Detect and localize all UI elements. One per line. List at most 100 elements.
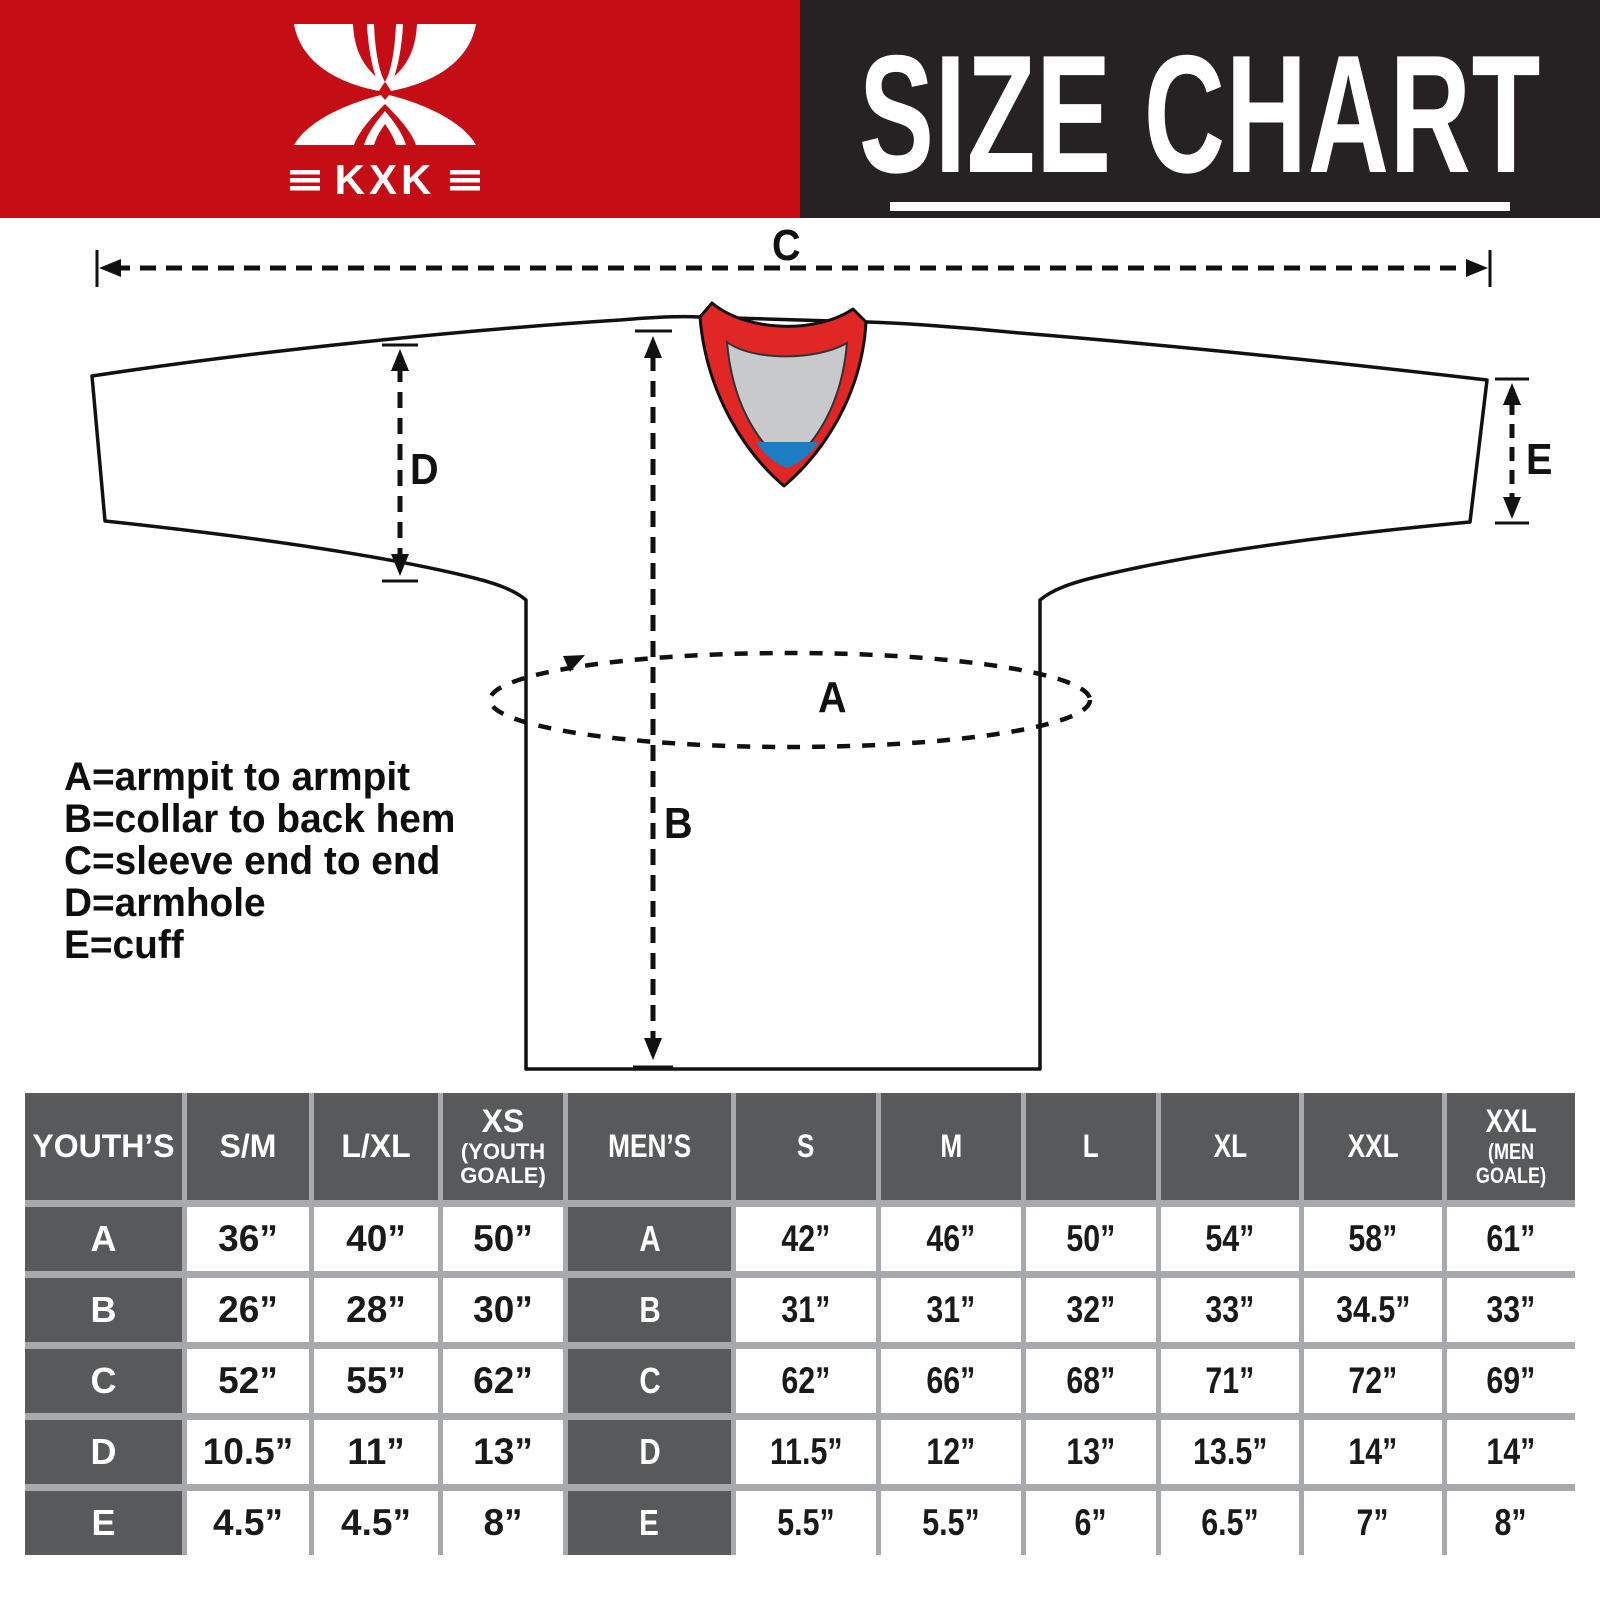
youth-row-label-a: A xyxy=(25,1207,182,1271)
legend-line-b: B=collar to back hem xyxy=(64,797,456,841)
youth-row-label-d: D xyxy=(25,1420,182,1484)
cell-text: 52” xyxy=(218,1360,278,1401)
cell-text: 28” xyxy=(346,1289,406,1330)
cell-text: 40” xyxy=(346,1218,406,1259)
cell-text: 31” xyxy=(781,1289,831,1330)
youth-row-label-b: B xyxy=(25,1278,182,1342)
cell-text: YOUTH’S xyxy=(32,1127,175,1164)
kxk-logo-icon: KXK xyxy=(290,24,480,203)
cell-text: 46” xyxy=(926,1218,976,1259)
youth-group-header: YOUTH’S xyxy=(25,1093,182,1200)
cell-text: 31” xyxy=(926,1289,976,1330)
marker-e: E xyxy=(1526,435,1553,484)
cell-text: E xyxy=(91,1502,116,1543)
cell-text: 7” xyxy=(1356,1502,1390,1543)
men-cell-a-0: 42” xyxy=(736,1207,876,1271)
cell-text: 13” xyxy=(1066,1431,1116,1472)
men-cell-a-1: 46” xyxy=(881,1207,1021,1271)
cell-text: 4.5” xyxy=(341,1502,411,1543)
cell-text: 5.5” xyxy=(922,1502,980,1543)
cell-text: M xyxy=(940,1127,962,1164)
measurement-legend: A=armpit to armpit B=collar to back hem … xyxy=(64,756,467,966)
cell-text: 14” xyxy=(1486,1431,1536,1472)
men-cell-b-1: 31” xyxy=(881,1278,1021,1342)
cell-text: 50” xyxy=(1066,1218,1116,1259)
jersey-outline xyxy=(90,314,1489,1071)
men-cell-d-1: 12” xyxy=(881,1420,1021,1484)
cell-text: 36” xyxy=(218,1218,278,1259)
youth-column-header-sm-0: S/M xyxy=(187,1093,309,1200)
men-cell-d-2: 13” xyxy=(1026,1420,1156,1484)
men-cell-c-0: 62” xyxy=(736,1349,876,1413)
cell-text: 34.5” xyxy=(1335,1289,1411,1330)
cell-text: 71” xyxy=(1205,1360,1255,1401)
men-cell-b-3: 33” xyxy=(1161,1278,1299,1342)
cell-text: D xyxy=(90,1431,117,1472)
cell-text: XS xyxy=(481,1103,525,1140)
youth-cell-d-2: 13” xyxy=(443,1420,563,1484)
title-panel: SIZE CHART xyxy=(800,0,1600,218)
men-column-header-xxl-5: XXL (MEN GOALE) xyxy=(1447,1093,1575,1200)
cell-text: C xyxy=(638,1360,661,1401)
cell-text: 72” xyxy=(1348,1360,1398,1401)
marker-b: B xyxy=(664,799,693,848)
youth-cell-a-1: 40” xyxy=(314,1207,438,1271)
men-column-header-xxl-4: XXL xyxy=(1304,1093,1442,1200)
men-row-label-d: D xyxy=(568,1420,731,1484)
men-cell-b-2: 32” xyxy=(1026,1278,1156,1342)
men-cell-e-4: 7” xyxy=(1304,1491,1442,1555)
jersey-diagram xyxy=(90,250,1529,1071)
cell-text: (YOUTH GOALE) xyxy=(460,1138,546,1188)
cell-text: XXL xyxy=(1347,1127,1399,1164)
youth-cell-e-1: 4.5” xyxy=(314,1491,438,1555)
cell-text: 11” xyxy=(347,1431,405,1472)
cell-text: 58” xyxy=(1348,1218,1398,1259)
men-row-label-b: B xyxy=(568,1278,731,1342)
men-cell-d-3: 13.5” xyxy=(1161,1420,1299,1484)
title-underline xyxy=(890,202,1510,211)
youth-cell-d-1: 11” xyxy=(314,1420,438,1484)
men-cell-d-0: 11.5” xyxy=(736,1420,876,1484)
cell-text: A xyxy=(90,1218,117,1259)
men-cell-c-1: 66” xyxy=(881,1349,1021,1413)
size-table: YOUTH’S S/M L/XL XS (YOUTH GOALE) MEN’S S M L XL X… xyxy=(25,1093,1575,1555)
cell-text: 10.5” xyxy=(202,1431,294,1472)
youth-cell-e-2: 8” xyxy=(443,1491,563,1555)
cell-text: A xyxy=(638,1218,661,1259)
cell-text: 30” xyxy=(473,1289,533,1330)
cell-text: 33” xyxy=(1486,1289,1536,1330)
measure-arrows xyxy=(95,250,1529,1069)
men-row-label-a: A xyxy=(568,1207,731,1271)
men-cell-c-2: 68” xyxy=(1026,1349,1156,1413)
men-cell-a-5: 61” xyxy=(1447,1207,1575,1271)
cell-text: 6” xyxy=(1074,1502,1108,1543)
youth-column-header-xs-2: XS (YOUTH GOALE) xyxy=(443,1093,563,1200)
cell-text: 12” xyxy=(926,1431,976,1472)
cell-text: 62” xyxy=(473,1360,533,1401)
youth-cell-b-0: 26” xyxy=(187,1278,309,1342)
men-cell-e-0: 5.5” xyxy=(736,1491,876,1555)
cell-text: L xyxy=(1082,1127,1100,1164)
men-column-header-l-2: L xyxy=(1026,1093,1156,1200)
men-row-label-c: C xyxy=(568,1349,731,1413)
men-column-header-m-1: M xyxy=(881,1093,1021,1200)
men-cell-e-2: 6” xyxy=(1026,1491,1156,1555)
brand-panel: KXK xyxy=(0,0,800,218)
cell-text: XL xyxy=(1213,1127,1247,1164)
men-cell-e-3: 6.5” xyxy=(1161,1491,1299,1555)
cell-text: S/M xyxy=(219,1127,277,1164)
men-cell-d-4: 14” xyxy=(1304,1420,1442,1484)
men-cell-d-5: 14” xyxy=(1447,1420,1575,1484)
men-cell-b-4: 34.5” xyxy=(1304,1278,1442,1342)
marker-c: C xyxy=(772,221,801,270)
cell-text: (MEN GOALE) xyxy=(1475,1138,1547,1188)
kxk-logo-text: KXK xyxy=(335,156,436,203)
legend-line-a: A=armpit to armpit xyxy=(64,755,411,799)
cell-text: D xyxy=(638,1431,661,1472)
cell-text: 8” xyxy=(483,1502,523,1543)
cell-text: 55” xyxy=(346,1360,406,1401)
cell-text: 13” xyxy=(473,1431,533,1472)
youth-cell-a-0: 36” xyxy=(187,1207,309,1271)
men-cell-c-3: 71” xyxy=(1161,1349,1299,1413)
cell-text: 8” xyxy=(1494,1502,1528,1543)
